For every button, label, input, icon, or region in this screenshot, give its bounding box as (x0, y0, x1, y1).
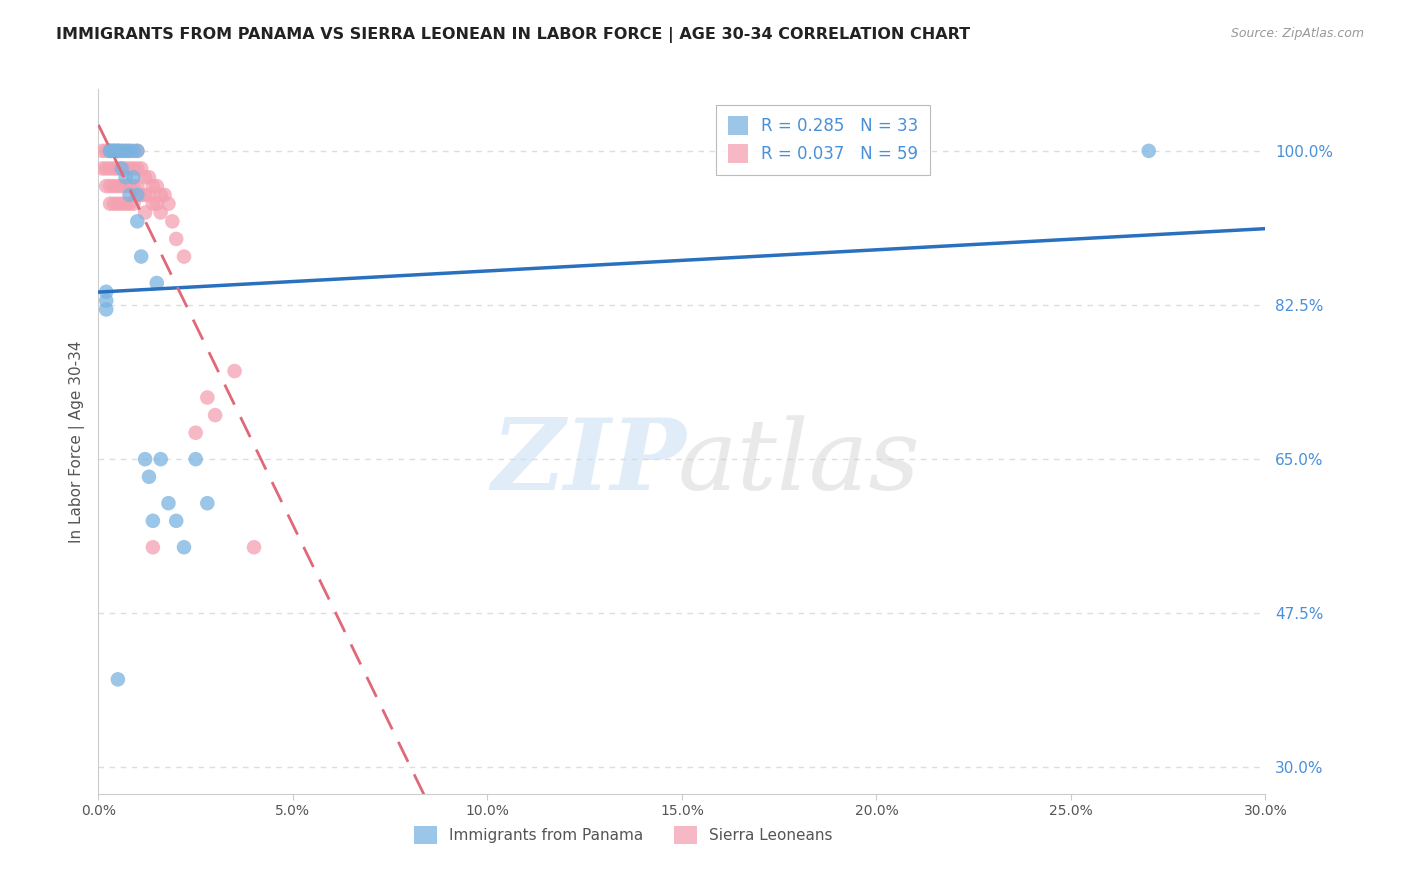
Point (173, 540, 195, 554)
Point (146, 196, 169, 211)
Point (118, 196, 141, 211)
Point (134, 187, 156, 202)
Point (138, 469, 160, 483)
Point (103, 161, 125, 176)
Point (129, 161, 152, 176)
Point (149, 205, 172, 219)
Text: ZIP: ZIP (491, 415, 686, 511)
Point (111, 161, 134, 176)
Point (142, 196, 165, 211)
Point (122, 161, 145, 176)
Point (149, 452, 172, 467)
Point (107, 144, 129, 158)
Point (107, 144, 129, 158)
Point (107, 144, 129, 158)
Point (1137, 144, 1160, 158)
Point (98, 179, 121, 194)
Point (224, 364, 246, 378)
Point (98, 144, 121, 158)
Point (114, 144, 136, 158)
Point (165, 232, 187, 246)
Point (134, 170, 156, 185)
Point (138, 170, 160, 185)
Point (134, 205, 156, 219)
Point (122, 170, 145, 185)
Point (96, 161, 118, 176)
Point (138, 187, 160, 202)
Point (98, 161, 121, 176)
Point (153, 187, 176, 202)
Point (129, 187, 152, 202)
Point (122, 144, 145, 158)
Point (98, 144, 121, 158)
Point (129, 250, 152, 264)
Point (107, 161, 129, 176)
Text: IMMIGRANTS FROM PANAMA VS SIERRA LEONEAN IN LABOR FORCE | AGE 30-34 CORRELATION : IMMIGRANTS FROM PANAMA VS SIERRA LEONEAN… (56, 27, 970, 43)
Point (114, 179, 136, 194)
Point (146, 276, 169, 290)
Point (243, 540, 266, 554)
Point (111, 161, 134, 176)
Y-axis label: In Labor Force | Age 30-34: In Labor Force | Age 30-34 (69, 340, 84, 543)
Point (149, 187, 172, 202)
Point (96, 302, 118, 317)
Legend: Immigrants from Panama, Sierra Leoneans: Immigrants from Panama, Sierra Leoneans (408, 820, 839, 850)
Point (157, 496, 180, 510)
Point (103, 179, 125, 194)
Point (122, 179, 145, 194)
Point (98, 144, 121, 158)
Point (162, 214, 184, 228)
Point (96, 144, 118, 158)
Point (127, 214, 149, 228)
Point (98, 196, 121, 211)
Point (118, 187, 141, 202)
Point (91, 144, 114, 158)
Point (114, 170, 136, 185)
Point (96, 293, 118, 308)
Point (195, 496, 218, 510)
Point (157, 196, 180, 211)
Point (165, 514, 187, 528)
Point (96, 285, 118, 299)
Text: Source: ZipAtlas.com: Source: ZipAtlas.com (1230, 27, 1364, 40)
Point (122, 196, 145, 211)
Point (142, 179, 165, 194)
Point (118, 179, 141, 194)
Point (111, 179, 134, 194)
Point (107, 196, 129, 211)
Point (91, 161, 114, 176)
Point (127, 179, 149, 194)
Point (195, 391, 218, 405)
Point (127, 144, 149, 158)
Point (127, 161, 149, 176)
Point (184, 452, 207, 467)
Point (118, 144, 141, 158)
Point (111, 144, 134, 158)
Point (103, 144, 125, 158)
Point (204, 408, 226, 422)
Point (114, 196, 136, 211)
Point (114, 144, 136, 158)
Point (103, 196, 125, 211)
Point (134, 452, 156, 467)
Point (142, 514, 165, 528)
Point (107, 179, 129, 194)
Point (118, 144, 141, 158)
Point (107, 673, 129, 687)
Point (127, 187, 149, 202)
Point (111, 196, 134, 211)
Point (146, 179, 169, 194)
Point (142, 540, 165, 554)
Point (127, 144, 149, 158)
Point (114, 161, 136, 176)
Point (103, 144, 125, 158)
Point (118, 161, 141, 176)
Point (103, 144, 125, 158)
Point (173, 250, 195, 264)
Point (184, 425, 207, 440)
Point (96, 179, 118, 194)
Point (111, 144, 134, 158)
Text: atlas: atlas (678, 415, 920, 510)
